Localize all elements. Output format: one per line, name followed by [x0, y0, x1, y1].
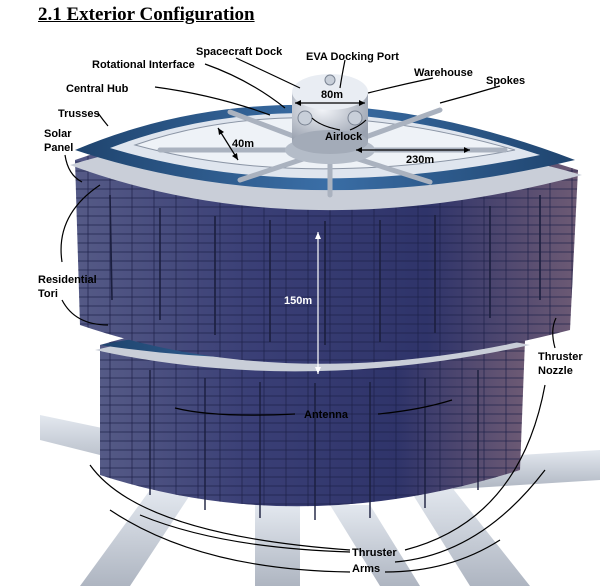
section-heading: 2.1 Exterior Configuration [38, 4, 255, 25]
thruster-arm-front-right [410, 485, 530, 586]
label-warehouse: Warehouse [414, 67, 473, 79]
label-thruster-nozzle-line2: Nozzle [538, 365, 573, 377]
label-central-hub: Central Hub [66, 83, 129, 95]
label-residential-tori-line1: Residential [38, 274, 97, 286]
label-solar-panel-line2: Panel [44, 142, 73, 154]
label-residential-tori-line2: Tori [38, 288, 58, 300]
label-thruster-arms-line2: Arms [352, 563, 380, 575]
dimension-markers [217, 100, 470, 374]
dimension-hub-diameter: 80m [321, 89, 343, 101]
dimension-torus-width: 40m [232, 138, 254, 150]
central-hub-shape [292, 74, 368, 154]
thruster-arm-front-left [80, 490, 190, 586]
label-spacecraft-dock: Spacecraft Dock [196, 46, 283, 58]
label-spokes: Spokes [486, 75, 525, 87]
thruster-arm-front-center-right [330, 505, 420, 586]
label-thruster-arms-line1: Thruster [352, 547, 397, 559]
label-airlock: Airlock [325, 131, 363, 143]
leader-lines [60, 57, 557, 573]
label-rotational-interface: Rotational Interface [92, 59, 195, 71]
label-thruster-nozzle-line1: Thruster [538, 351, 583, 363]
label-solar-panel-line1: Solar [44, 128, 72, 140]
dimension-height: 150m [284, 295, 312, 307]
label-antenna: Antenna [304, 409, 349, 421]
label-eva-docking-port: EVA Docking Port [306, 51, 399, 63]
label-trusses: Trusses [58, 108, 100, 120]
dimension-spoke-length: 230m [406, 154, 434, 166]
